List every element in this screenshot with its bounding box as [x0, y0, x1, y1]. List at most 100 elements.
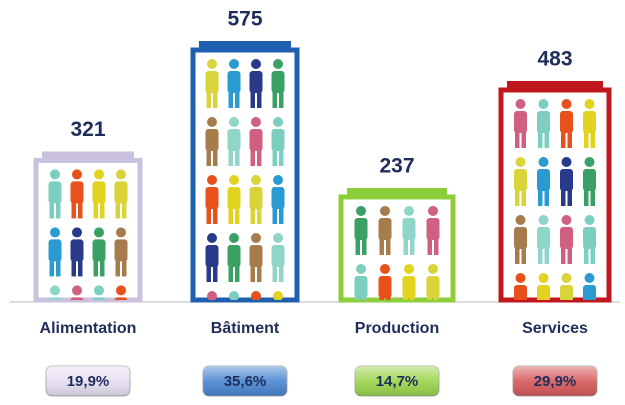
person-leg — [538, 189, 543, 206]
person-body — [354, 275, 368, 298]
bar-tab — [199, 41, 291, 50]
person-leg — [56, 201, 61, 219]
person-head — [94, 285, 104, 296]
person-leg — [561, 189, 566, 206]
person-body — [354, 217, 368, 240]
person-leg — [590, 189, 595, 206]
person-head — [584, 273, 595, 283]
person-head — [273, 175, 283, 185]
person-head — [72, 227, 82, 238]
category-label: Production — [355, 320, 439, 337]
person-head — [515, 273, 526, 283]
person-body — [514, 169, 527, 191]
person-body — [583, 111, 596, 133]
person-leg — [100, 201, 105, 219]
person-leg — [515, 189, 520, 206]
person-leg — [521, 189, 526, 206]
person-leg — [122, 201, 127, 219]
person-icon — [273, 291, 283, 300]
person-body — [227, 245, 241, 267]
person-icon — [48, 285, 62, 300]
person-head — [538, 273, 549, 283]
person-leg — [427, 295, 432, 301]
person-icon — [271, 175, 285, 224]
person-icon — [227, 175, 241, 224]
person-head — [251, 59, 261, 69]
person-leg — [538, 247, 543, 264]
person-head — [380, 205, 390, 216]
person-head — [273, 291, 283, 300]
person-head — [207, 59, 217, 69]
person-leg — [279, 149, 284, 166]
person-body — [48, 181, 62, 204]
person-icon — [560, 99, 573, 148]
category-label: Services — [522, 320, 588, 337]
person-head — [584, 99, 595, 109]
person-head — [251, 233, 261, 243]
person-head — [273, 117, 283, 127]
person-leg — [272, 207, 277, 224]
person-leg — [379, 295, 384, 301]
person-body — [537, 285, 550, 300]
person-body — [249, 71, 263, 93]
person-head — [404, 205, 414, 216]
person-icon — [537, 157, 550, 206]
person-leg — [115, 259, 120, 277]
person-head — [50, 169, 60, 180]
person-icon — [583, 215, 596, 264]
person-head — [538, 99, 549, 109]
person-body — [249, 245, 263, 267]
person-icon — [583, 273, 596, 300]
value-label: 575 — [227, 8, 262, 31]
person-body — [378, 275, 392, 298]
person-leg — [567, 189, 572, 206]
person-leg — [386, 237, 391, 255]
person-icon — [426, 263, 440, 301]
person-head — [207, 117, 217, 127]
person-icon — [227, 117, 241, 166]
person-icon — [514, 273, 527, 322]
person-body — [70, 297, 84, 300]
person-body — [227, 71, 241, 93]
person-leg — [235, 149, 240, 166]
value-label: 483 — [537, 48, 572, 71]
person-icon — [426, 205, 440, 255]
person-leg — [362, 295, 367, 301]
person-head — [561, 215, 572, 225]
person-leg — [515, 305, 520, 322]
person-body — [514, 227, 527, 249]
person-leg — [362, 237, 367, 255]
person-head — [94, 227, 104, 238]
person-leg — [56, 259, 61, 277]
person-leg — [257, 91, 262, 108]
person-icon — [70, 285, 84, 300]
person-leg — [213, 91, 218, 108]
person-body — [583, 227, 596, 249]
category-label: Bâtiment — [211, 320, 280, 337]
person-body — [583, 285, 596, 300]
person-body — [114, 181, 128, 204]
person-head — [94, 169, 104, 180]
share-pill-shine — [355, 366, 439, 396]
person-head — [273, 233, 283, 243]
person-icon — [402, 263, 416, 301]
people — [514, 99, 596, 322]
person-body — [249, 129, 263, 151]
person-head — [229, 233, 239, 243]
person-leg — [379, 237, 384, 255]
person-icon — [207, 291, 217, 300]
person-body — [271, 71, 285, 93]
person-leg — [115, 201, 120, 219]
person-head — [538, 215, 549, 225]
person-icon — [205, 233, 219, 282]
person-icon — [114, 285, 128, 300]
person-body — [48, 239, 62, 262]
person-icon — [354, 263, 368, 301]
person-body — [271, 129, 285, 151]
person-icon — [205, 117, 219, 166]
person-leg — [78, 201, 83, 219]
person-body — [402, 217, 416, 240]
person-icon — [514, 157, 527, 206]
bar-tab — [507, 81, 603, 90]
